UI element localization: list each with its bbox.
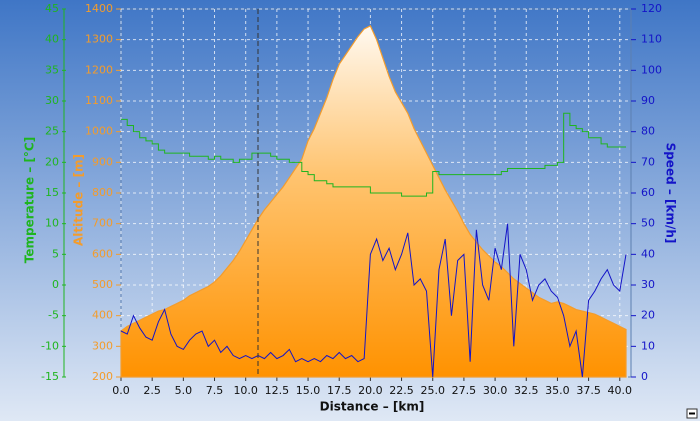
- x-tick-label: 15.0: [296, 384, 321, 397]
- x-tick-label: 0.0: [112, 384, 130, 397]
- x-tick-label: 27.5: [452, 384, 477, 397]
- y3-tick-label: 5: [52, 247, 59, 260]
- x-tick-label: 25.0: [420, 384, 445, 397]
- speed-line: [120, 223, 627, 378]
- y2-tick-label: 70: [641, 155, 655, 168]
- y-tick-label: 700: [92, 217, 113, 230]
- x-tick-label: 2.5: [143, 384, 161, 397]
- y3-tick-label: -10: [41, 339, 59, 352]
- y3-tick-label: 35: [45, 63, 59, 76]
- x-tick-label: 32.5: [514, 384, 539, 397]
- y2-tick-label: 30: [641, 278, 655, 291]
- y3-tick-label: -5: [48, 309, 59, 322]
- y2-tick-label: 0: [641, 370, 648, 383]
- y-tick-label: 1300: [85, 33, 113, 46]
- x-tick-label: 37.5: [576, 384, 601, 397]
- y2-axis-title: Speed – [km/h]: [664, 143, 678, 244]
- y-tick-label: 1200: [85, 63, 113, 76]
- y-tick-label: 200: [92, 370, 113, 383]
- y-tick-label: 800: [92, 186, 113, 199]
- x-tick-label: 35.0: [545, 384, 570, 397]
- y3-axis-title: Temperature – [°C]: [23, 137, 37, 263]
- x-tick-label: 7.5: [206, 384, 224, 397]
- y2-tick-label: 10: [641, 339, 655, 352]
- y-tick-label: 400: [92, 309, 113, 322]
- y3-tick-label: 10: [45, 217, 59, 230]
- y2-tick-label: 60: [641, 186, 655, 199]
- y-tick-label: 300: [92, 339, 113, 352]
- altitude-area: [120, 25, 627, 378]
- y2-tick-label: 110: [641, 33, 662, 46]
- y2-tick-label: 90: [641, 94, 655, 107]
- y-tick-label: 1000: [85, 125, 113, 138]
- y3-tick-label: -15: [41, 370, 59, 383]
- x-tick-label: 17.5: [327, 384, 352, 397]
- x-tick-label: 10.0: [233, 384, 258, 397]
- x-tick-label: 5.0: [175, 384, 193, 397]
- y3-tick-label: 15: [45, 186, 59, 199]
- y3-tick-label: 30: [45, 94, 59, 107]
- y3-tick-label: 45: [45, 2, 59, 15]
- y3-tick-label: 40: [45, 33, 59, 46]
- y2-tick-label: 50: [641, 217, 655, 230]
- y-tick-label: 600: [92, 247, 113, 260]
- y3-tick-label: 0: [52, 278, 59, 291]
- x-tick-label: 12.5: [265, 384, 290, 397]
- y-tick-label: 500: [92, 278, 113, 291]
- y3-tick-label: 20: [45, 155, 59, 168]
- x-tick-label: 30.0: [483, 384, 508, 397]
- x-tick-label: 40.0: [608, 384, 633, 397]
- temperature-line: [121, 112, 627, 197]
- y2-tick-label: 80: [641, 125, 655, 138]
- x-tick-label: 22.5: [389, 384, 414, 397]
- y-tick-label: 900: [92, 155, 113, 168]
- plot-area: 0.0 2.5 5.0 7.5 10.0 12.5 15.0 17.5 20.0 22.5 25.0…: [41, 2, 662, 397]
- y2-tick-label: 20: [641, 309, 655, 322]
- x-tick-label: 20.0: [358, 384, 383, 397]
- y2-tick-label: 120: [641, 2, 662, 15]
- y-axis-title: Altitude – [m]: [72, 154, 86, 246]
- x-axis-title: Distance – [km]: [320, 400, 425, 414]
- y2-tick-label: 100: [641, 63, 662, 76]
- y2-tick-label: 40: [641, 247, 655, 260]
- y-tick-label: 1100: [85, 94, 113, 107]
- y3-tick-label: 25: [45, 125, 59, 138]
- y-tick-label: 1400: [85, 2, 113, 15]
